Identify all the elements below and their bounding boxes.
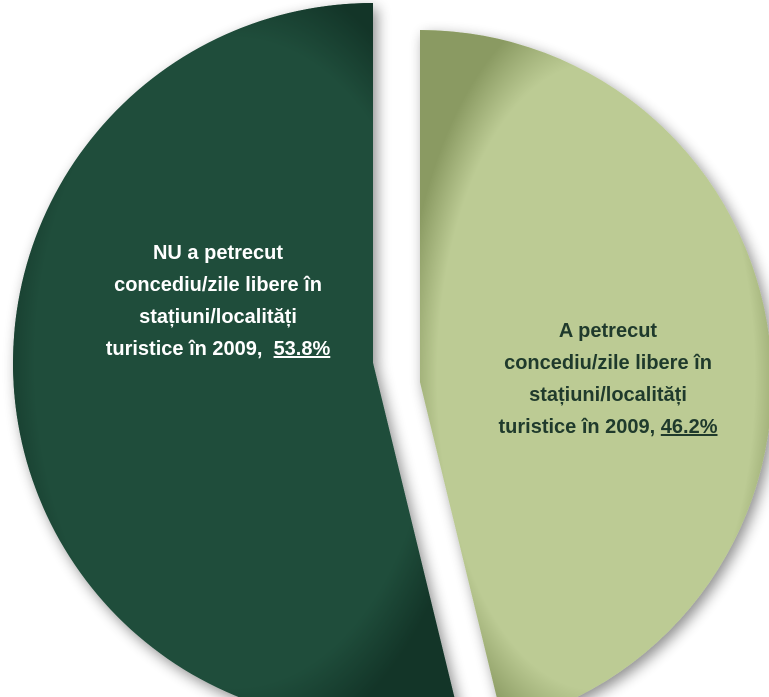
slice-value-a-petrecut: 46.2% — [661, 416, 718, 438]
slice-label-line: concediu/zile libere în — [504, 352, 712, 374]
slice-label-line: concediu/zile libere în — [114, 274, 322, 296]
slice-label-line: NU a petrecut — [153, 242, 283, 264]
slice-label-line: A petrecut — [559, 320, 658, 342]
slice-label-line: stațiuni/localități — [529, 384, 687, 406]
slice-label-line: turistice în 2009, 53.8% — [106, 338, 331, 360]
slice-label-nu-a-petrecut: NU a petrecut concediu/zile libere în staț… — [106, 242, 331, 360]
pie-slices — [13, 3, 769, 697]
slice-label-line: turistice în 2009, 46.2% — [498, 416, 717, 438]
pie-slice-shade-a-petrecut — [420, 30, 769, 697]
slice-label-line: stațiuni/localități — [139, 306, 297, 328]
pie-slice-shade-nu-a-petrecut — [13, 3, 455, 697]
slice-value-nu-a-petrecut: 53.8% — [274, 338, 331, 360]
slice-label-a-petrecut: A petrecut concediu/zile libere în stațiun… — [498, 320, 717, 438]
pie-labels: A petrecut concediu/zile libere în stațiun… — [106, 242, 718, 438]
